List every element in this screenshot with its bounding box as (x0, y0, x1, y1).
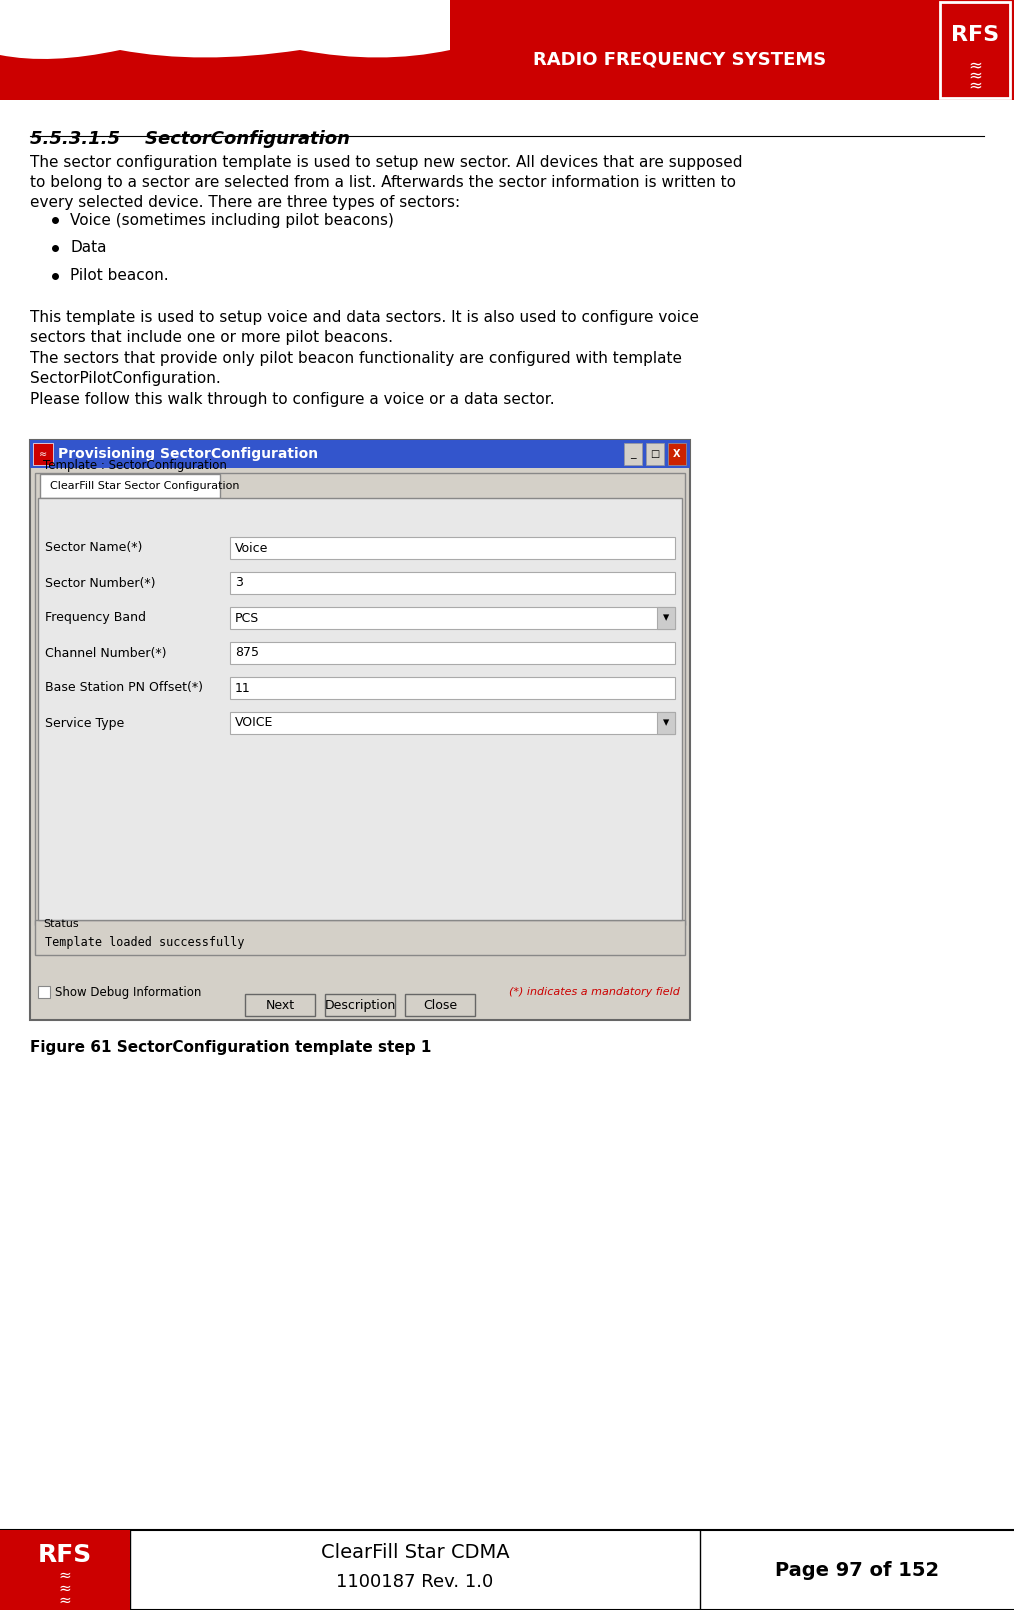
Bar (325, 993, 395, 1016)
Text: Service Type: Service Type (45, 716, 125, 729)
Bar (38, 985, 50, 998)
Text: ▾: ▾ (663, 612, 669, 625)
Text: (*) indicates a mandatory field: (*) indicates a mandatory field (509, 987, 680, 997)
Text: □: □ (650, 449, 660, 459)
Bar (38, 497, 682, 919)
Text: ≈: ≈ (39, 449, 47, 459)
Bar (405, 993, 475, 1016)
Text: Channel Number(*): Channel Number(*) (45, 647, 166, 660)
Text: Figure 61 SectorConfiguration template step 1: Figure 61 SectorConfiguration template s… (30, 1040, 431, 1055)
Text: ▾: ▾ (663, 716, 669, 729)
Text: This template is used to setup voice and data sectors. It is also used to config: This template is used to setup voice and… (30, 311, 699, 407)
Bar (0, 1530, 130, 1610)
Text: ≈: ≈ (968, 66, 982, 84)
Text: PCS: PCS (235, 612, 260, 625)
Text: RADIO FREQUENCY SYSTEMS: RADIO FREQUENCY SYSTEMS (533, 52, 826, 69)
Text: 875: 875 (235, 647, 259, 660)
Bar (35, 919, 685, 955)
Text: ≈: ≈ (968, 56, 982, 74)
Text: 11: 11 (235, 681, 250, 694)
Bar (230, 607, 675, 630)
Text: Page 97 of 152: Page 97 of 152 (775, 1560, 939, 1579)
Bar (646, 443, 664, 465)
Bar (245, 993, 315, 1016)
Bar (940, 2, 1010, 98)
Text: Show Debug Information: Show Debug Information (55, 985, 202, 998)
Text: Sector Name(*): Sector Name(*) (45, 541, 142, 554)
Text: _: _ (630, 449, 636, 459)
Text: Close: Close (423, 998, 457, 1011)
Bar (0, 0, 1014, 100)
Bar (668, 443, 686, 465)
Text: Sector Number(*): Sector Number(*) (45, 576, 155, 589)
Bar (657, 607, 675, 630)
Text: RFS: RFS (38, 1542, 92, 1567)
Text: ≈: ≈ (968, 76, 982, 93)
Text: Frequency Band: Frequency Band (45, 612, 146, 625)
Text: Voice: Voice (235, 541, 269, 554)
Text: 5.5.3.1.5    SectorConfiguration: 5.5.3.1.5 SectorConfiguration (30, 130, 350, 148)
Text: Pilot beacon.: Pilot beacon. (70, 269, 168, 283)
Text: VOICE: VOICE (235, 716, 274, 729)
Bar (230, 712, 675, 734)
Text: The sector configuration template is used to setup new sector. All devices that : The sector configuration template is use… (30, 155, 742, 209)
Text: ≈: ≈ (59, 1581, 71, 1596)
Text: ClearFill Star CDMA: ClearFill Star CDMA (320, 1542, 509, 1562)
Bar (230, 572, 675, 594)
Bar (30, 440, 690, 1021)
Bar (657, 712, 675, 734)
Bar (30, 440, 690, 469)
Text: Base Station PN Offset(*): Base Station PN Offset(*) (45, 681, 203, 694)
Text: ≈: ≈ (59, 1568, 71, 1583)
Text: ClearFill Star Sector Configuration: ClearFill Star Sector Configuration (50, 481, 239, 491)
Text: Description: Description (324, 998, 395, 1011)
Text: Status: Status (43, 919, 79, 929)
Text: Template : SectorConfiguration: Template : SectorConfiguration (43, 459, 227, 472)
Bar (230, 642, 675, 663)
Text: Voice (sometimes including pilot beacons): Voice (sometimes including pilot beacons… (70, 213, 393, 227)
Bar (230, 538, 675, 559)
Bar (230, 676, 675, 699)
Text: Next: Next (266, 998, 294, 1011)
Bar (624, 443, 642, 465)
Bar (35, 473, 685, 926)
Text: 3: 3 (235, 576, 243, 589)
Text: X: X (673, 449, 680, 459)
Text: 1100187 Rev. 1.0: 1100187 Rev. 1.0 (337, 1573, 494, 1591)
Text: ≈: ≈ (59, 1592, 71, 1607)
Text: Template loaded successfully: Template loaded successfully (45, 935, 244, 948)
Text: Data: Data (70, 240, 106, 256)
PathPatch shape (0, 0, 450, 60)
Text: RFS: RFS (951, 26, 999, 45)
Bar (33, 443, 53, 465)
Bar (40, 473, 220, 497)
Text: Provisioning SectorConfiguration: Provisioning SectorConfiguration (58, 448, 318, 460)
